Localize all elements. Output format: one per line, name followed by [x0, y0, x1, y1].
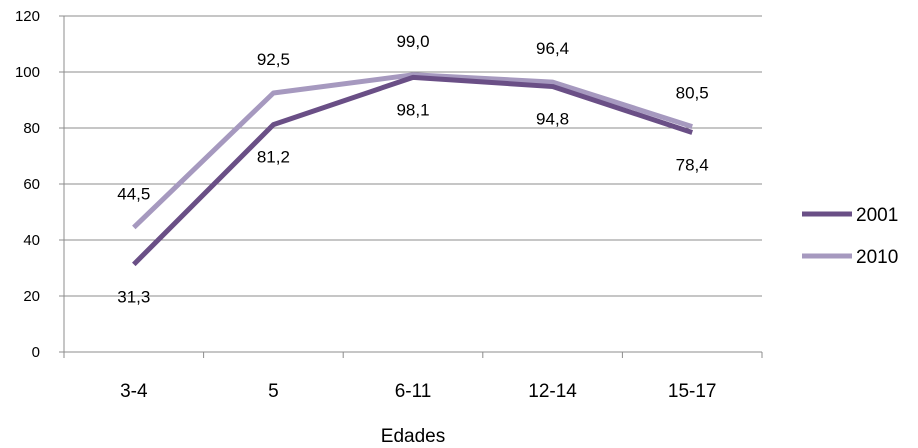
- x-axis-ticks: 3-4 5 6-11 12-14 15-17: [63, 352, 763, 402]
- x-tick-label: 15-17: [668, 381, 717, 402]
- data-label-2001: 98,1: [396, 100, 429, 119]
- data-label-2001: 94,8: [536, 110, 569, 129]
- x-tick-label: 6-11: [395, 381, 432, 402]
- legend: 2001 2010: [802, 205, 898, 268]
- data-label-2010: 44,5: [117, 184, 150, 203]
- y-tick-label: 100: [15, 64, 40, 81]
- x-tick-label: 5: [268, 381, 279, 402]
- y-tick-label: 20: [23, 288, 40, 305]
- legend-label-2001: 2001: [856, 205, 898, 226]
- series-lines: [132, 72, 693, 267]
- y-tick-label: 40: [23, 232, 40, 249]
- data-labels: 31,3 81,2 98,1 94,8 78,4 44,5 92,5 99,0 96,4 80,5: [117, 32, 708, 307]
- data-label-2010: 80,5: [676, 84, 709, 103]
- data-label-2001: 81,2: [257, 148, 290, 167]
- data-label-2010: 99,0: [396, 32, 429, 51]
- gridlines: [64, 15, 762, 297]
- legend-label-2010: 2010: [856, 247, 898, 268]
- series-line-2010: [132, 72, 693, 230]
- y-tick-label: 80: [23, 120, 40, 137]
- y-tick-label: 60: [23, 176, 40, 193]
- series-line-2001: [132, 74, 693, 267]
- y-tick-label: 120: [15, 8, 40, 25]
- x-axis-title: Edades: [381, 426, 445, 447]
- x-tick-label: 12-14: [528, 381, 577, 402]
- y-tick-label: 0: [32, 344, 40, 361]
- data-label-2001: 31,3: [117, 287, 150, 306]
- data-label-2010: 92,5: [257, 50, 290, 69]
- x-tick-label: 3-4: [120, 381, 148, 402]
- data-label-2001: 78,4: [676, 155, 709, 174]
- y-axis-ticks: 0 20 40 60 80 100 120: [15, 8, 64, 361]
- data-label-2010: 96,4: [536, 39, 569, 58]
